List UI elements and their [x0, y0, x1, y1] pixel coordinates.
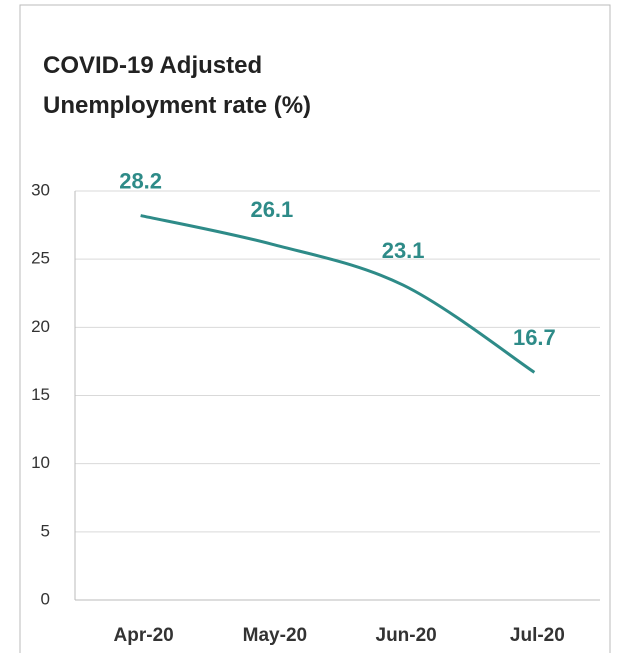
data-label: 26.1	[250, 197, 293, 222]
line	[140, 214, 536, 374]
y-tick-label: 0	[41, 589, 50, 608]
y-tick-label: 5	[41, 521, 50, 540]
chart-frame	[19, 4, 611, 653]
y-tick-label: 20	[31, 317, 50, 336]
data-label: 23.1	[382, 238, 425, 263]
x-tick-label: Jul-20	[510, 625, 565, 646]
x-tick-label: May-20	[243, 625, 307, 646]
y-tick-label: 25	[31, 249, 50, 268]
x-tick-label: Apr-20	[114, 625, 174, 646]
x-tick-label: Jun-20	[376, 625, 437, 646]
chart-title: COVID-19 Adjusted Unemployment rate (%)	[43, 52, 312, 119]
y-tick-label: 10	[31, 453, 50, 472]
data-label: 28.2	[119, 168, 162, 193]
data-label: 16.7	[513, 325, 556, 350]
y-tick-label: 30	[31, 180, 50, 199]
y-tick-label: 15	[31, 385, 50, 404]
